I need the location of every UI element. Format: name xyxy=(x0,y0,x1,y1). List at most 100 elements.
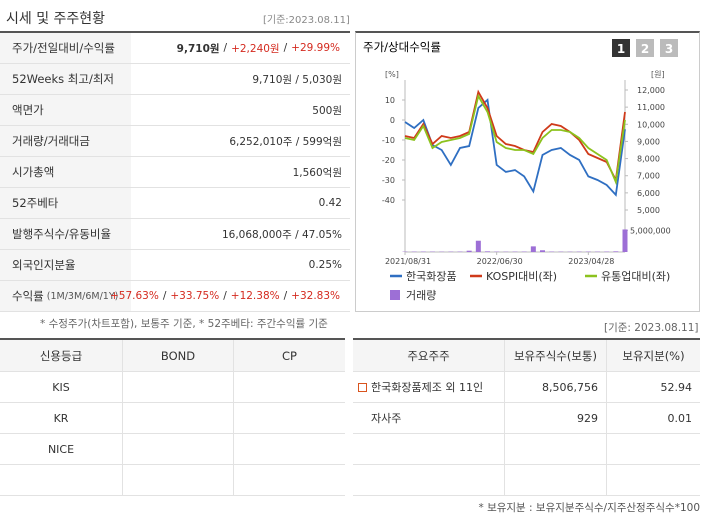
y2-tick-label: 8,000 xyxy=(637,155,660,164)
y2-tick-label: 11,000 xyxy=(637,103,665,112)
table-cell: NICE xyxy=(0,434,123,465)
table-cell: 자사주 xyxy=(353,403,505,434)
volume-bar xyxy=(622,229,628,252)
chart-box xyxy=(355,31,700,312)
y2-unit: [원] xyxy=(651,70,665,79)
value-part: +29.99% xyxy=(291,42,340,54)
table-cell xyxy=(234,434,345,465)
legend-swatch xyxy=(390,290,400,300)
value-part: +12.38% xyxy=(230,290,280,302)
value-part: 6,252,010주 / 599억원 xyxy=(229,135,342,148)
legend-label: 거래량 xyxy=(406,289,436,302)
legend-label: 한국화장품 xyxy=(406,270,457,283)
value-part: +2,240원 xyxy=(231,42,280,55)
row-label: 발행주식수/유동비율 xyxy=(0,219,131,250)
rule xyxy=(353,338,700,340)
footer: * 보유지분 : 보유지분주식수/지주산정주식수*100 xyxy=(478,502,700,514)
table-cell: 52.94 xyxy=(607,372,700,403)
table-cell: KR xyxy=(0,403,123,434)
label: 액면가 xyxy=(12,103,44,117)
volume-bar xyxy=(540,250,545,252)
tab[interactable] xyxy=(636,39,654,57)
value-part: 9,710원 / 5,030원 xyxy=(252,73,342,86)
value-part: / xyxy=(283,290,288,302)
y2-tick-label: 5,000 xyxy=(637,206,660,215)
volume-bar xyxy=(466,250,472,252)
value-part: 500원 xyxy=(312,104,342,117)
tab[interactable] xyxy=(660,39,678,57)
y-tick-label: -40 xyxy=(382,196,395,205)
label: 시가총액 xyxy=(12,165,55,179)
y-tick-label: -30 xyxy=(382,176,395,185)
series-line xyxy=(404,98,626,197)
value-part: 0.25% xyxy=(308,259,342,271)
table-header: 주요주주 xyxy=(353,340,505,372)
value-part: 1,560억원 xyxy=(292,166,342,179)
tab-label: 2 xyxy=(641,42,649,56)
volume-bar xyxy=(530,246,536,252)
value-part: +57.63% xyxy=(109,290,159,302)
row-label: 52주베타 xyxy=(0,188,131,219)
y2-tick-label: 12,000 xyxy=(637,86,665,95)
row-value: 1,560억원 xyxy=(131,157,350,188)
table-cell xyxy=(123,403,234,434)
y-unit: [%] xyxy=(385,70,399,79)
row-value: 0.42 xyxy=(131,188,350,219)
row-label: 52Weeks 최고/최저 xyxy=(0,64,131,95)
row-value: 9,710원 / 5,030원 xyxy=(131,64,350,95)
label: 발행주식수/유동비율 xyxy=(12,227,112,241)
value-part: / xyxy=(283,42,288,54)
row-label: 시가총액 xyxy=(0,157,131,188)
table-header: 신용등급 xyxy=(0,340,123,372)
value-part: +33.75% xyxy=(170,290,220,302)
chart: 주가/상대수익률 1 2 3 [%] [원] 10 0 -10 -20 -30 -40 5,000 6,0… xyxy=(363,39,678,302)
plus-icon[interactable] xyxy=(358,383,367,392)
table-cell xyxy=(353,434,505,465)
volume-bar xyxy=(485,251,490,252)
row-value: 16,068,000주 / 47.05% xyxy=(131,219,350,250)
y-tick-label: 0 xyxy=(390,116,395,125)
label: 수익률 xyxy=(12,289,44,303)
row-label: 수익률 (1M/3M/6M/1Y) xyxy=(0,281,131,312)
label: 거래량/거래대금 xyxy=(12,134,90,148)
row-value: 500원 xyxy=(131,95,350,126)
label: 주가/전일대비/수익률 xyxy=(12,41,115,55)
note: * 수정주가(차트포함), 보통주 기준, * 52주베타: 주간수익률 기준 xyxy=(40,318,328,330)
table-cell xyxy=(123,434,234,465)
table-cell: 929 xyxy=(505,403,607,434)
label-sub: (1M/3M/6M/1Y) xyxy=(46,290,119,302)
table-cell: KIS xyxy=(0,372,123,403)
row-value: +57.63% / +33.75% / +12.38% / +32.83% xyxy=(110,281,350,312)
value-part: / xyxy=(223,42,228,54)
note-date: [기준: 2023.08.11] xyxy=(604,322,699,334)
tab[interactable] xyxy=(612,39,630,57)
table-cell: 8,506,756 xyxy=(505,372,607,403)
y-tick-label: -20 xyxy=(382,156,395,165)
chart-title: 주가/상대수익률 xyxy=(363,40,441,54)
table-cell: 0.01 xyxy=(607,403,700,434)
x-tick-label: 2022/06/30 xyxy=(477,257,523,266)
legend-label: KOSPI대비(좌) xyxy=(486,270,557,283)
table-header: BOND xyxy=(123,340,234,372)
value-part: 9,710원 xyxy=(176,42,220,55)
volume-bar xyxy=(475,240,481,252)
row-value: 6,252,010주 / 599억원 xyxy=(131,126,350,157)
row-label: 외국인지분율 xyxy=(0,250,131,281)
y2-tick-label: 7,000 xyxy=(637,172,660,181)
table-cell xyxy=(505,465,607,496)
row-value: 9,710원 / +2,240원 / +29.99% xyxy=(131,33,350,64)
series-line xyxy=(404,89,626,183)
legend-label: 유통업대비(좌) xyxy=(601,270,670,283)
row-label: 주가/전일대비/수익률 xyxy=(0,33,131,64)
table-header: 보유지분(%) xyxy=(607,340,700,372)
value-part: / xyxy=(162,290,167,302)
y-tick-label: 10 xyxy=(385,96,395,105)
table-cell xyxy=(123,465,234,496)
table-cell xyxy=(353,465,505,496)
value-part: 0.42 xyxy=(318,197,342,209)
label: 외국인지분율 xyxy=(12,258,76,272)
y2-tick-label: 10,000 xyxy=(637,120,665,129)
rule xyxy=(0,338,345,340)
row-value: 0.25% xyxy=(131,250,350,281)
